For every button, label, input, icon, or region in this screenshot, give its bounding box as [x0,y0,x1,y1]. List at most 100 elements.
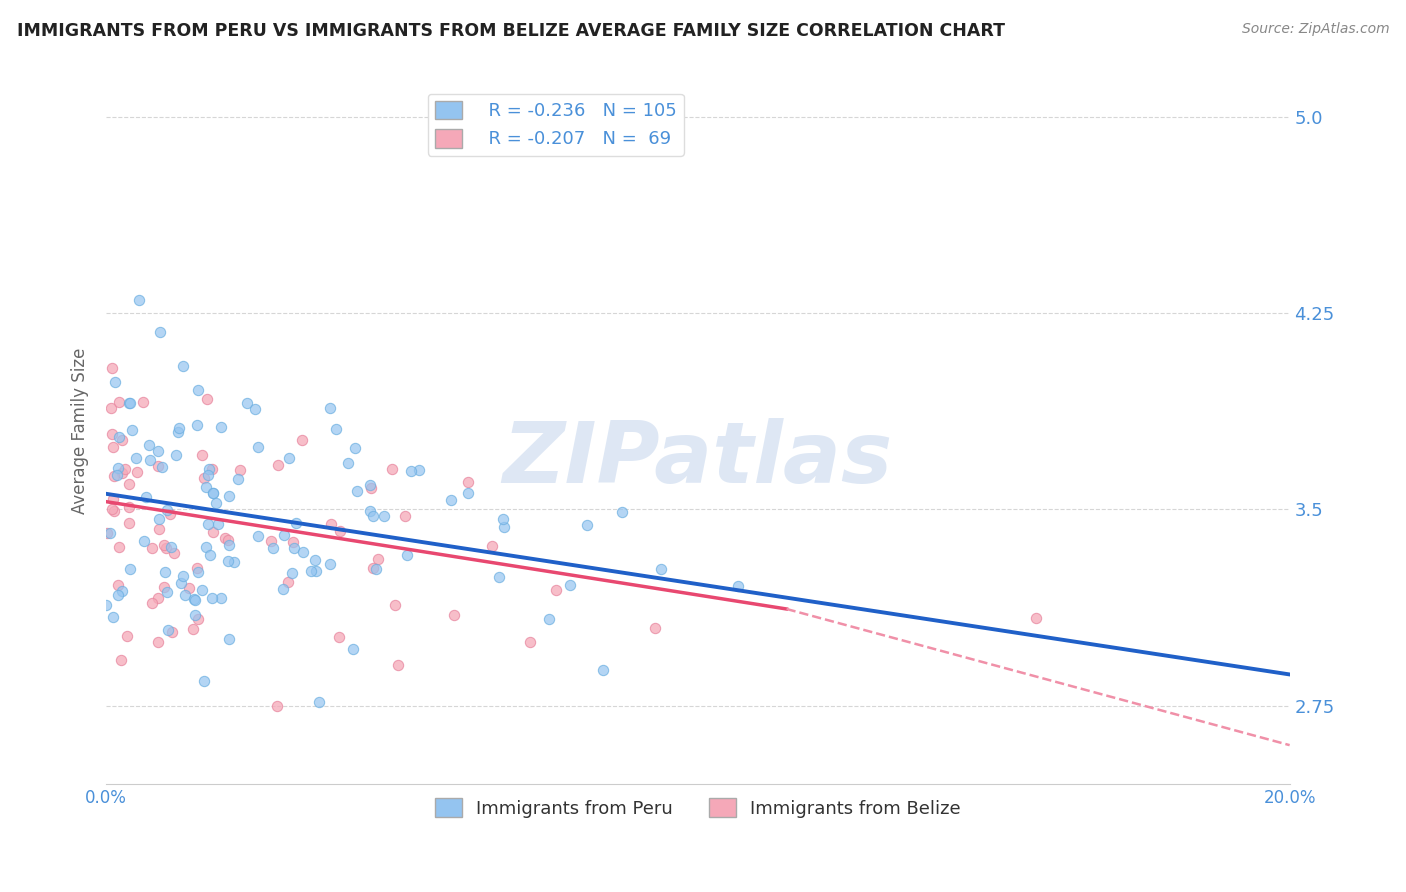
Point [148,523,170,537]
Point [285,516,308,530]
Point [229,462,252,476]
Point [194,540,217,554]
Point [146,634,169,648]
Point [165,448,187,462]
Point [218,538,240,552]
Point [236,396,259,410]
Point [187,612,209,626]
Point [194,480,217,494]
Text: ZIPatlas: ZIPatlas [503,417,893,500]
Point [283,541,305,555]
Point [197,468,219,483]
Point [167,421,190,435]
Point [146,591,169,606]
Point [440,492,463,507]
Point [281,566,304,580]
Point [342,641,364,656]
Point [488,570,510,584]
Point [105,468,128,483]
Legend: Immigrants from Peru, Immigrants from Belize: Immigrants from Peru, Immigrants from Be… [427,791,969,825]
Point [141,596,163,610]
Point [107,461,129,475]
Point [183,593,205,607]
Point [209,591,232,605]
Point [141,541,163,555]
Point [118,500,141,515]
Point [153,566,176,580]
Point [96,525,118,540]
Point [159,507,181,521]
Point [381,462,404,476]
Point [160,540,183,554]
Point [117,476,139,491]
Point [278,451,301,466]
Point [325,422,347,436]
Point [259,533,281,548]
Point [337,456,360,470]
Point [360,481,382,495]
Point [127,465,149,479]
Point [107,541,129,555]
Point [193,673,215,688]
Point [108,430,131,444]
Point [101,491,124,506]
Point [519,635,541,649]
Point [384,599,406,613]
Point [201,462,224,476]
Point [575,517,598,532]
Point [181,622,204,636]
Point [186,561,208,575]
Point [361,508,384,523]
Point [201,485,224,500]
Point [186,417,208,432]
Point [1025,610,1047,624]
Point [308,695,330,709]
Point [202,524,225,539]
Point [150,460,173,475]
Point [222,556,245,570]
Point [364,562,387,576]
Point [98,526,121,541]
Point [644,621,666,635]
Point [207,516,229,531]
Point [107,578,129,592]
Point [291,433,314,447]
Point [183,607,205,622]
Point [399,464,422,478]
Point [359,477,381,491]
Point [177,582,200,596]
Point [198,461,221,475]
Point [299,565,322,579]
Point [120,396,142,410]
Point [103,468,125,483]
Point [190,582,212,597]
Point [292,544,315,558]
Point [118,396,141,410]
Point [246,440,269,454]
Point [266,458,288,473]
Point [305,564,328,578]
Point [273,527,295,541]
Point [172,569,194,583]
Point [373,509,395,524]
Point [217,533,239,547]
Point [156,585,179,599]
Point [610,505,633,519]
Point [197,516,219,531]
Point [727,579,749,593]
Point [321,516,343,531]
Point [174,588,197,602]
Point [283,535,305,549]
Point [167,425,190,439]
Point [201,591,224,606]
Point [187,565,209,579]
Point [481,540,503,554]
Text: Source: ZipAtlas.com: Source: ZipAtlas.com [1241,22,1389,37]
Point [492,511,515,525]
Point [396,549,419,563]
Point [538,611,561,625]
Point [156,503,179,517]
Point [146,443,169,458]
Point [139,452,162,467]
Point [162,546,184,560]
